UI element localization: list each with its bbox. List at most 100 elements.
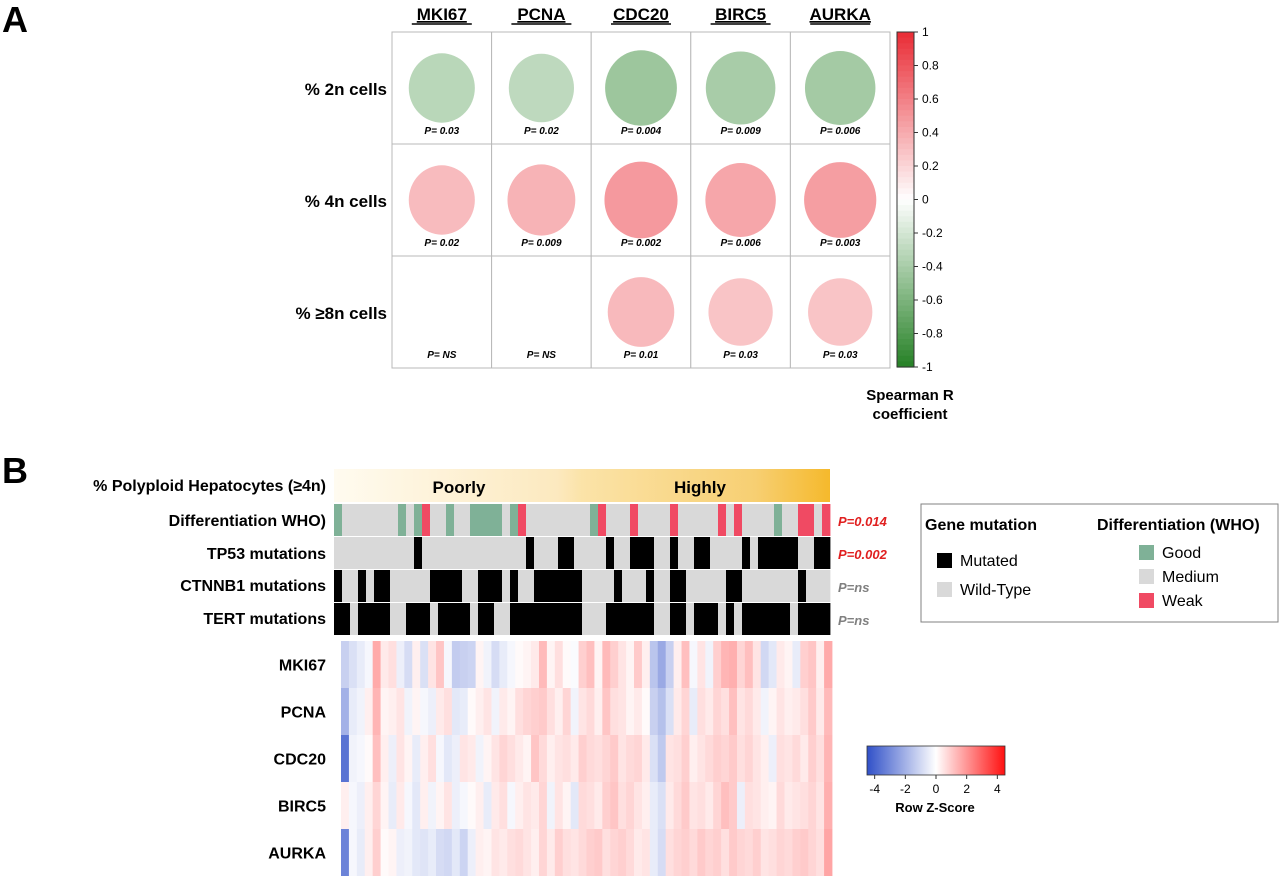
colorbar-segment — [897, 166, 914, 173]
heatmap-cell — [649, 829, 659, 876]
heatmap-cell — [380, 688, 389, 735]
track-cell-differentiation — [334, 504, 343, 536]
track-cell-ctnnb1 — [398, 570, 407, 602]
track-cell-ctnnb1 — [406, 570, 415, 602]
heatmap-cell — [586, 641, 595, 688]
track-cell-tp53 — [342, 537, 351, 569]
track-cell-tert — [374, 603, 383, 635]
track-cell-tert — [774, 603, 783, 635]
colorbar-segment — [897, 82, 914, 89]
heatmap-cell — [356, 641, 366, 688]
heatmap-cell — [515, 688, 524, 735]
heatmap-cell — [586, 735, 595, 782]
track-cell-tp53 — [430, 537, 439, 569]
heatmap-cell — [570, 735, 579, 782]
heatmap-cell — [531, 782, 540, 829]
heatmap-cell — [776, 829, 785, 876]
heatmap-cell — [341, 735, 350, 782]
colorbar-segment — [897, 32, 914, 39]
heatmap-cell — [364, 735, 374, 782]
heatmap-cell — [348, 782, 358, 829]
track-cell-ctnnb1 — [350, 570, 359, 602]
heatmap-cell — [523, 735, 532, 782]
track-cell-differentiation — [390, 504, 399, 536]
heatmap-cell — [697, 782, 706, 829]
heatmap-cell — [507, 641, 516, 688]
heatmap-cell — [681, 735, 690, 782]
legend-diff-title: Differentiation (WHO) — [1097, 517, 1260, 534]
heatmap-cell — [404, 641, 413, 688]
heatmap-cell — [705, 735, 714, 782]
track-cell-tert — [406, 603, 415, 635]
heatmap-cell — [824, 735, 833, 782]
colorbar-segment — [897, 71, 914, 78]
heatmap-cell — [562, 782, 572, 829]
heatmap-cell — [388, 782, 397, 829]
track-cell-tp53 — [454, 537, 463, 569]
track-cell-tert — [646, 603, 655, 635]
heatmap-cell — [428, 641, 437, 688]
colorbar-segment — [897, 272, 914, 279]
heatmap-cell — [507, 688, 516, 735]
track-cell-tp53 — [694, 537, 703, 569]
heatmap-cell — [768, 688, 777, 735]
heatmap-cell — [412, 782, 421, 829]
heatmap-cell — [602, 782, 611, 829]
colorbar-segment — [897, 294, 914, 301]
track-cell-tp53 — [686, 537, 695, 569]
legend-good-swatch — [1139, 545, 1154, 560]
heatmap-cell — [673, 688, 682, 735]
track-cell-tert — [478, 603, 487, 635]
heatmap-cell — [341, 782, 350, 829]
heatmap-cell — [697, 735, 706, 782]
colorbar-tick-label: 0.2 — [922, 159, 939, 173]
colorbar-segment — [897, 171, 914, 178]
colorbar-segment — [897, 121, 914, 128]
track-cell-differentiation — [534, 504, 543, 536]
colorbar-segment — [897, 160, 914, 167]
track-cell-differentiation — [606, 504, 615, 536]
heatmap-cell — [657, 829, 667, 876]
colorbar-segment — [897, 182, 914, 189]
track-cell-ctnnb1 — [550, 570, 559, 602]
heatmap-cell — [729, 829, 738, 876]
pvalue-label: P= 0.009 — [720, 126, 761, 137]
track-cell-tp53 — [622, 537, 631, 569]
heatmap-cell — [356, 735, 366, 782]
heatmap-cell — [515, 641, 524, 688]
heatmap-cell — [348, 641, 358, 688]
mutation-legend: Gene mutation Differentiation (WHO) Muta… — [920, 503, 1279, 623]
track-cell-tert — [470, 603, 479, 635]
heatmap-cell — [443, 829, 453, 876]
colorbar-segment — [897, 59, 914, 67]
heatmap-cell — [554, 782, 564, 829]
track-cell-tert — [662, 603, 671, 635]
heatmap-cell — [515, 829, 524, 876]
heatmap-cell — [800, 782, 809, 829]
heatmap-cell — [372, 782, 381, 829]
heatmap-cell — [515, 782, 524, 829]
heatmap-cell — [752, 782, 762, 829]
track-cell-tert — [686, 603, 695, 635]
heatmap-cell — [721, 782, 730, 829]
heatmap-cell — [372, 641, 381, 688]
colorbar-segment — [897, 283, 914, 290]
heatmap-cell — [713, 829, 722, 876]
track-cell-differentiation — [630, 504, 639, 536]
heatmap-cell — [641, 688, 651, 735]
track-cell-ctnnb1 — [358, 570, 367, 602]
heatmap-cell — [792, 735, 801, 782]
heatmap-cell — [586, 782, 595, 829]
heatmap-cell — [459, 688, 469, 735]
heatmap-cell — [752, 735, 762, 782]
track-cell-differentiation — [702, 504, 711, 536]
heatmap-cell — [475, 688, 484, 735]
track-cell-differentiation — [374, 504, 383, 536]
track-cell-tert — [558, 603, 567, 635]
heatmap-cell — [594, 641, 603, 688]
heatmap-cell — [515, 735, 524, 782]
heatmap-cell — [729, 735, 738, 782]
track-cell-differentiation — [470, 504, 479, 536]
track-cell-differentiation — [766, 504, 775, 536]
heatmap-cell — [483, 782, 492, 829]
